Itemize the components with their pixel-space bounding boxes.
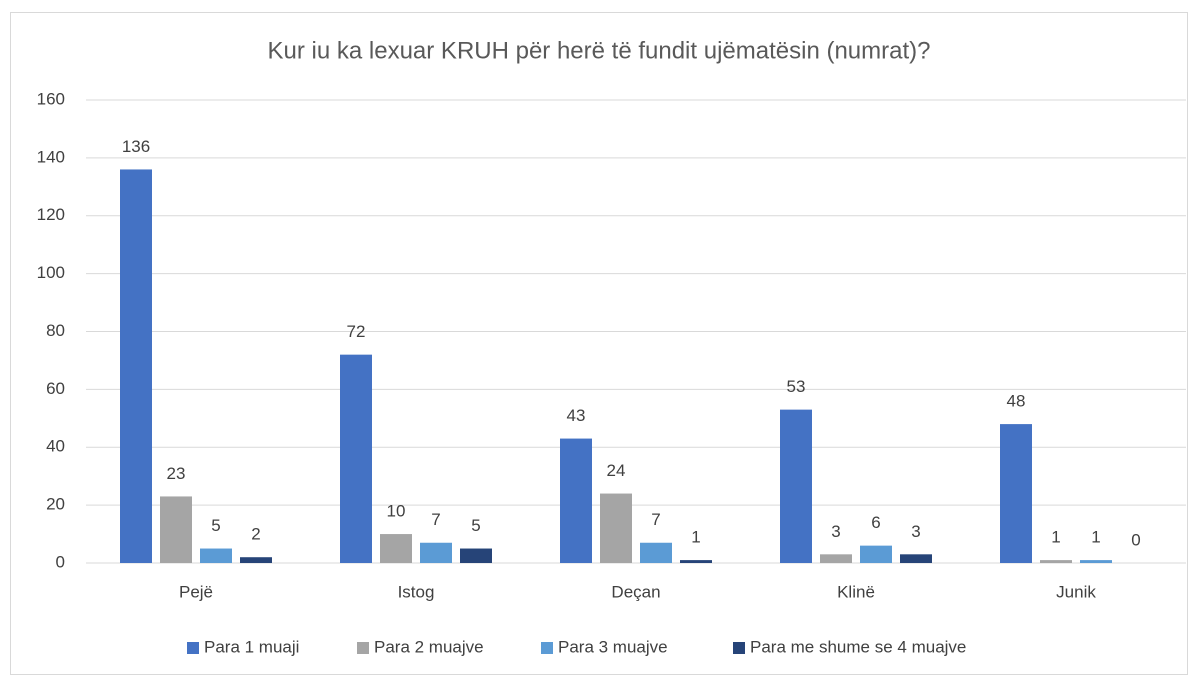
data-label: 3 xyxy=(911,522,920,541)
x-tick-label: Istog xyxy=(398,582,435,601)
y-tick-label: 40 xyxy=(46,437,65,456)
data-label: 53 xyxy=(787,377,806,396)
legend-swatch xyxy=(357,642,369,654)
data-label: 5 xyxy=(471,516,480,535)
bar xyxy=(1080,560,1112,563)
y-tick-label: 120 xyxy=(37,205,65,224)
y-tick-label: 20 xyxy=(46,495,65,514)
x-tick-label: Junik xyxy=(1056,582,1096,601)
bar xyxy=(860,545,892,563)
data-label: 0 xyxy=(1131,530,1140,549)
data-label: 24 xyxy=(607,461,626,480)
data-label: 10 xyxy=(387,502,406,521)
bar xyxy=(160,496,192,563)
y-tick-label: 140 xyxy=(37,147,65,166)
data-label: 1 xyxy=(691,528,700,547)
data-label: 7 xyxy=(651,510,660,529)
data-label: 5 xyxy=(211,516,220,535)
legend-label: Para 2 muajve xyxy=(374,637,484,656)
bar xyxy=(460,548,492,563)
y-tick-label: 80 xyxy=(46,321,65,340)
legend-label: Para 1 muaji xyxy=(204,637,299,656)
bar xyxy=(200,548,232,563)
bar xyxy=(640,542,672,563)
x-tick-label: Deçan xyxy=(611,582,660,601)
data-label: 48 xyxy=(1007,392,1026,411)
bar xyxy=(420,542,452,563)
legend-swatch xyxy=(541,642,553,654)
bar xyxy=(380,534,412,563)
y-tick-label: 60 xyxy=(46,379,65,398)
chart-title: Kur iu ka lexuar KRUH për herë të fundit… xyxy=(268,37,931,64)
y-tick-label: 160 xyxy=(37,89,65,108)
chart-border xyxy=(10,12,1188,675)
data-label: 1 xyxy=(1051,528,1060,547)
data-label: 6 xyxy=(871,513,880,532)
x-tick-label: Pejë xyxy=(179,582,213,601)
bar xyxy=(240,557,272,563)
data-label: 23 xyxy=(167,464,186,483)
bar xyxy=(900,554,932,563)
y-tick-label: 0 xyxy=(56,552,65,571)
data-label: 3 xyxy=(831,522,840,541)
legend-label: Para me shume se 4 muajve xyxy=(750,637,966,656)
bar xyxy=(1040,560,1072,563)
legend-swatch xyxy=(733,642,745,654)
legend-label: Para 3 muajve xyxy=(558,637,668,656)
data-label: 7 xyxy=(431,510,440,529)
legend-swatch xyxy=(187,642,199,654)
bar xyxy=(560,438,592,563)
bar xyxy=(820,554,852,563)
data-label: 72 xyxy=(347,322,366,341)
y-tick-label: 100 xyxy=(37,263,65,282)
bar xyxy=(600,493,632,563)
bar xyxy=(340,354,372,563)
bar xyxy=(780,409,812,563)
data-label: 43 xyxy=(567,406,586,425)
bar xyxy=(1000,424,1032,563)
data-label: 136 xyxy=(122,137,150,156)
bar xyxy=(120,169,152,563)
data-label: 2 xyxy=(251,525,260,544)
x-tick-label: Klinë xyxy=(837,582,875,601)
bar xyxy=(680,560,712,563)
data-label: 1 xyxy=(1091,528,1100,547)
